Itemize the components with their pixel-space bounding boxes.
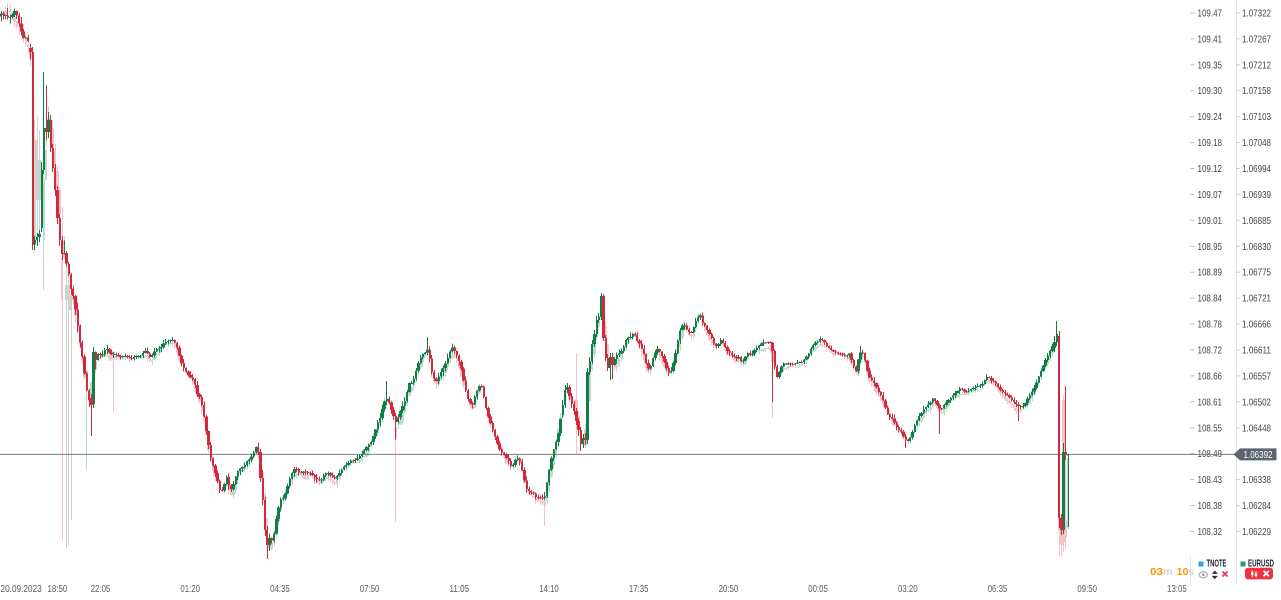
svg-text:108.38: 108.38 [1198, 500, 1223, 512]
svg-text:20.09.2023: 20.09.2023 [1, 583, 42, 595]
svg-text:108.72: 108.72 [1198, 345, 1223, 357]
svg-text:22:05: 22:05 [91, 583, 111, 595]
svg-text:109.30: 109.30 [1198, 85, 1223, 97]
svg-text:108.66: 108.66 [1198, 370, 1223, 382]
svg-text:108.89: 108.89 [1198, 267, 1223, 279]
svg-text:04:35: 04:35 [270, 583, 290, 595]
svg-text:1.06939: 1.06939 [1242, 189, 1271, 201]
svg-text:1.06775: 1.06775 [1242, 267, 1271, 279]
svg-text:13:05: 13:05 [1167, 583, 1187, 595]
svg-text:108.95: 108.95 [1198, 241, 1223, 253]
svg-text:109.07: 109.07 [1198, 189, 1223, 201]
svg-text:109.12: 109.12 [1198, 163, 1223, 175]
svg-text:EURUSD: EURUSD [1248, 558, 1274, 570]
svg-text:109.18: 109.18 [1198, 137, 1223, 149]
svg-text:1.07212: 1.07212 [1242, 59, 1271, 71]
svg-text:17:35: 17:35 [629, 583, 649, 595]
svg-text:1.07048: 1.07048 [1242, 137, 1271, 149]
svg-text:14:10: 14:10 [539, 583, 559, 595]
svg-text:108.84: 108.84 [1198, 293, 1223, 305]
svg-text:1.07267: 1.07267 [1242, 33, 1271, 45]
svg-text:108.32: 108.32 [1198, 526, 1223, 538]
svg-text:1.06229: 1.06229 [1242, 526, 1271, 538]
svg-text:1.07103: 1.07103 [1242, 111, 1271, 123]
svg-text:1.06338: 1.06338 [1242, 474, 1271, 486]
svg-text:1.06557: 1.06557 [1242, 370, 1271, 382]
svg-text:20:50: 20:50 [719, 583, 739, 595]
svg-text:108.61: 108.61 [1198, 396, 1223, 408]
svg-text:1.06830: 1.06830 [1242, 241, 1271, 253]
svg-text:109.35: 109.35 [1198, 59, 1223, 71]
svg-text:108.55: 108.55 [1198, 422, 1223, 434]
svg-text:1.07322: 1.07322 [1242, 7, 1271, 19]
svg-text:TNOTE: TNOTE [1207, 558, 1227, 570]
svg-text:109.01: 109.01 [1198, 215, 1223, 227]
svg-text:03:20: 03:20 [898, 583, 918, 595]
svg-text:1.06392: 1.06392 [1244, 449, 1273, 461]
svg-text:1.06448: 1.06448 [1242, 422, 1271, 434]
svg-text:109.47: 109.47 [1198, 7, 1223, 19]
svg-text:11:05: 11:05 [450, 583, 470, 595]
svg-text:06:35: 06:35 [988, 583, 1008, 595]
svg-text:1.06611: 1.06611 [1242, 345, 1271, 357]
svg-text:18:50: 18:50 [48, 583, 68, 595]
svg-text:108.78: 108.78 [1198, 319, 1223, 331]
svg-text:1.06885: 1.06885 [1242, 215, 1271, 227]
svg-text:07:50: 07:50 [360, 583, 380, 595]
svg-text:00:05: 00:05 [808, 583, 828, 595]
svg-text:1.06502: 1.06502 [1242, 396, 1271, 408]
svg-text:m: m [1164, 566, 1173, 578]
svg-text:109.41: 109.41 [1198, 33, 1223, 45]
svg-text:01:20: 01:20 [180, 583, 200, 595]
svg-text:1.06994: 1.06994 [1242, 163, 1271, 175]
svg-text:108.43: 108.43 [1198, 474, 1223, 486]
svg-text:1.07158: 1.07158 [1242, 85, 1271, 97]
svg-text:1.06284: 1.06284 [1242, 500, 1271, 512]
svg-text:s: s [1189, 566, 1194, 578]
svg-text:03: 03 [1150, 566, 1163, 578]
svg-text:09:50: 09:50 [1077, 583, 1097, 595]
svg-text:1.06721: 1.06721 [1242, 293, 1271, 305]
svg-text:109.24: 109.24 [1198, 111, 1223, 123]
svg-text:1.06666: 1.06666 [1242, 319, 1271, 331]
svg-text:10: 10 [1177, 566, 1189, 578]
